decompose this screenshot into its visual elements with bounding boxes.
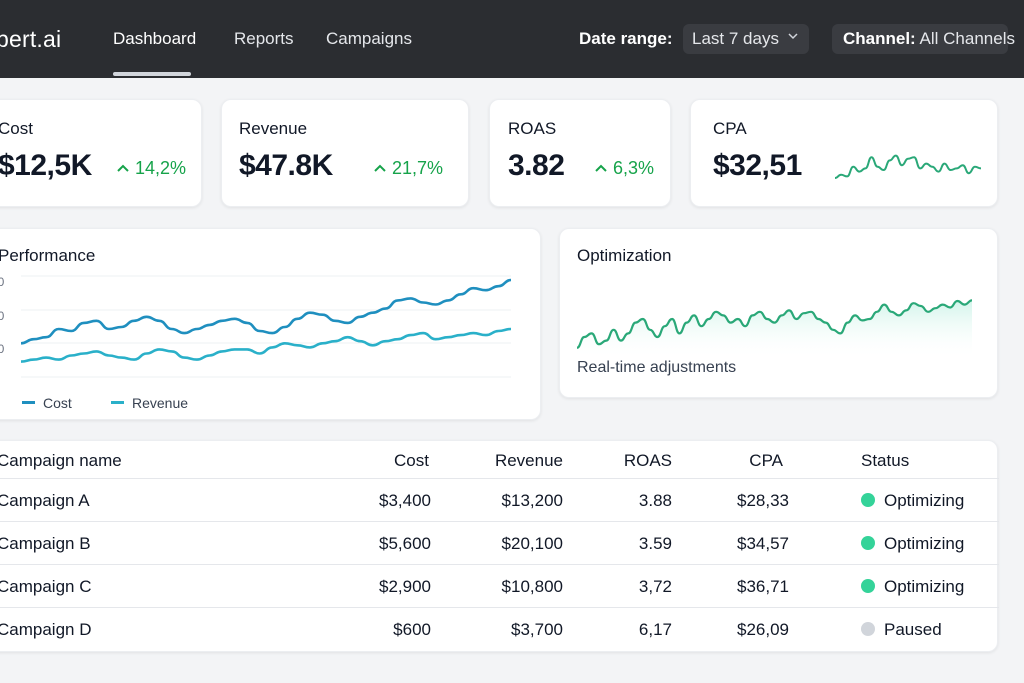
legend-label: Cost	[43, 395, 72, 411]
campaign-status: Optimizing	[884, 491, 965, 510]
campaign-cost: $600	[393, 620, 431, 639]
app-logo[interactable]: bert.ai	[0, 26, 62, 52]
kpi-card-roas[interactable]: ROAS 3.82 6,3%	[489, 99, 671, 207]
performance-card: Performance 50 00 00 Cost Revenue	[0, 228, 541, 420]
campaign-status: Optimizing	[884, 534, 965, 553]
series-line-revenue	[21, 327, 512, 363]
campaign-table: Campaign name Cost Revenue ROAS CPA Stat…	[0, 440, 999, 652]
campaign-roas: 3,72	[638, 577, 672, 596]
chevron-down-icon	[787, 29, 799, 45]
legend-item-revenue[interactable]: Revenue	[111, 395, 188, 411]
column-header-cpa[interactable]: CPA	[749, 451, 783, 470]
column-header-roas[interactable]: ROAS	[623, 451, 672, 470]
tab-reports[interactable]: Reports	[234, 29, 294, 48]
campaign-status: Optimizing	[884, 577, 965, 596]
series-line-cost	[21, 278, 512, 345]
table-row[interactable]: Campaign B $5,600 $20,100 3.59 $34,57 Op…	[0, 521, 999, 564]
kpi-title: CPA	[713, 119, 747, 138]
campaign-cost: $2,900	[379, 577, 431, 596]
campaign-roas: 3.88	[638, 491, 672, 510]
column-header-status[interactable]: Status	[861, 451, 910, 470]
kpi-card-revenue[interactable]: Revenue $47.8K 21,7%	[221, 99, 469, 207]
kpi-delta-value: 14,2%	[135, 158, 187, 178]
campaign-status: Paused	[884, 620, 942, 639]
y-tick: 00	[0, 309, 5, 323]
campaign-revenue: $3,700	[511, 620, 563, 639]
y-tick: 00	[0, 342, 5, 356]
column-header-campaign-name[interactable]: Campaign name	[0, 451, 122, 470]
performance-line-chart	[21, 275, 512, 378]
kpi-value: $12,5K	[0, 149, 92, 182]
date-range-label: Date range:	[579, 29, 673, 48]
kpi-value: $32,51	[713, 149, 802, 182]
campaign-revenue: $10,800	[501, 577, 563, 596]
date-range-value: Last 7 days	[692, 29, 779, 48]
legend-swatch	[111, 401, 124, 404]
campaign-cost: $5,600	[379, 534, 431, 553]
y-tick: 50	[0, 275, 5, 289]
status-dot	[861, 493, 875, 507]
cpa-sparkline	[835, 154, 981, 179]
kpi-card-cost[interactable]: Cost $12,5K 14,2%	[0, 99, 202, 207]
legend-item-cost[interactable]: Cost	[22, 395, 72, 411]
channel-select[interactable]: Channel: All Channels	[832, 24, 1015, 54]
campaign-cpa: $28,33	[737, 491, 789, 510]
column-header-revenue[interactable]: Revenue	[494, 451, 563, 470]
kpi-value: $47.8K	[239, 149, 333, 182]
arrow-up-icon	[595, 164, 607, 172]
kpi-title: ROAS	[508, 119, 557, 138]
kpi-value: 3.82	[508, 149, 565, 182]
campaign-cost: $3,400	[379, 491, 431, 510]
table-row[interactable]: Campaign D $600 $3,700 6,17 $26,09 Pause…	[0, 607, 999, 650]
kpi-delta: 21,7%	[373, 158, 443, 179]
campaign-name[interactable]: Campaign D	[0, 620, 92, 639]
tab-campaigns[interactable]: Campaigns	[326, 29, 412, 48]
kpi-card-cpa[interactable]: CPA $32,51	[690, 99, 998, 207]
arrow-up-icon	[117, 164, 129, 172]
legend-swatch	[22, 401, 35, 404]
campaign-roas: 6,17	[638, 620, 672, 639]
campaign-name[interactable]: Campaign A	[0, 491, 90, 510]
area-fill	[577, 300, 972, 359]
status-dot	[861, 579, 875, 593]
active-tab-indicator	[113, 72, 191, 76]
channel-label: Channel:	[843, 29, 916, 48]
tab-dashboard[interactable]: Dashboard	[113, 29, 197, 48]
kpi-title: Cost	[0, 119, 33, 138]
arrow-up-icon	[374, 164, 386, 172]
optimization-area-chart	[577, 299, 973, 359]
performance-title: Performance	[0, 246, 96, 265]
table-row[interactable]: Campaign C $2,900 $10,800 3,72 $36,71 Op…	[0, 564, 999, 607]
campaign-cpa: $36,71	[737, 577, 789, 596]
channel-value: All Channels	[919, 29, 1015, 48]
area-series-line	[577, 299, 973, 349]
status-dot	[861, 536, 875, 550]
campaign-name[interactable]: Campaign B	[0, 534, 91, 553]
column-header-cost[interactable]: Cost	[394, 451, 429, 470]
top-nav-bar: bert.ai Dashboard Reports Campaigns Date…	[0, 0, 1024, 78]
campaign-roas: 3.59	[638, 534, 672, 553]
date-range-select[interactable]: Last 7 days	[683, 24, 809, 54]
kpi-delta-value: 6,3%	[613, 158, 655, 178]
campaign-cpa: $34,57	[737, 534, 789, 553]
legend-label: Revenue	[132, 395, 189, 411]
campaign-cpa: $26,09	[737, 620, 789, 639]
campaign-revenue: $20,100	[501, 534, 563, 553]
optimization-title: Optimization	[577, 246, 672, 265]
campaign-name[interactable]: Campaign C	[0, 577, 92, 596]
kpi-delta: 14,2%	[116, 158, 186, 179]
optimization-card: Optimization Real-time adjustments	[559, 228, 998, 398]
kpi-title: Revenue	[239, 119, 308, 138]
status-dot	[861, 622, 875, 636]
optimization-caption: Real-time adjustments	[577, 359, 737, 376]
sparkline-series	[835, 154, 981, 179]
kpi-delta: 6,3%	[594, 158, 654, 179]
campaign-revenue: $13,200	[501, 491, 563, 510]
table-row[interactable]: Campaign A $3,400 $13,200 3.88 $28,33 Op…	[0, 478, 999, 521]
kpi-delta-value: 21,7%	[392, 158, 444, 178]
